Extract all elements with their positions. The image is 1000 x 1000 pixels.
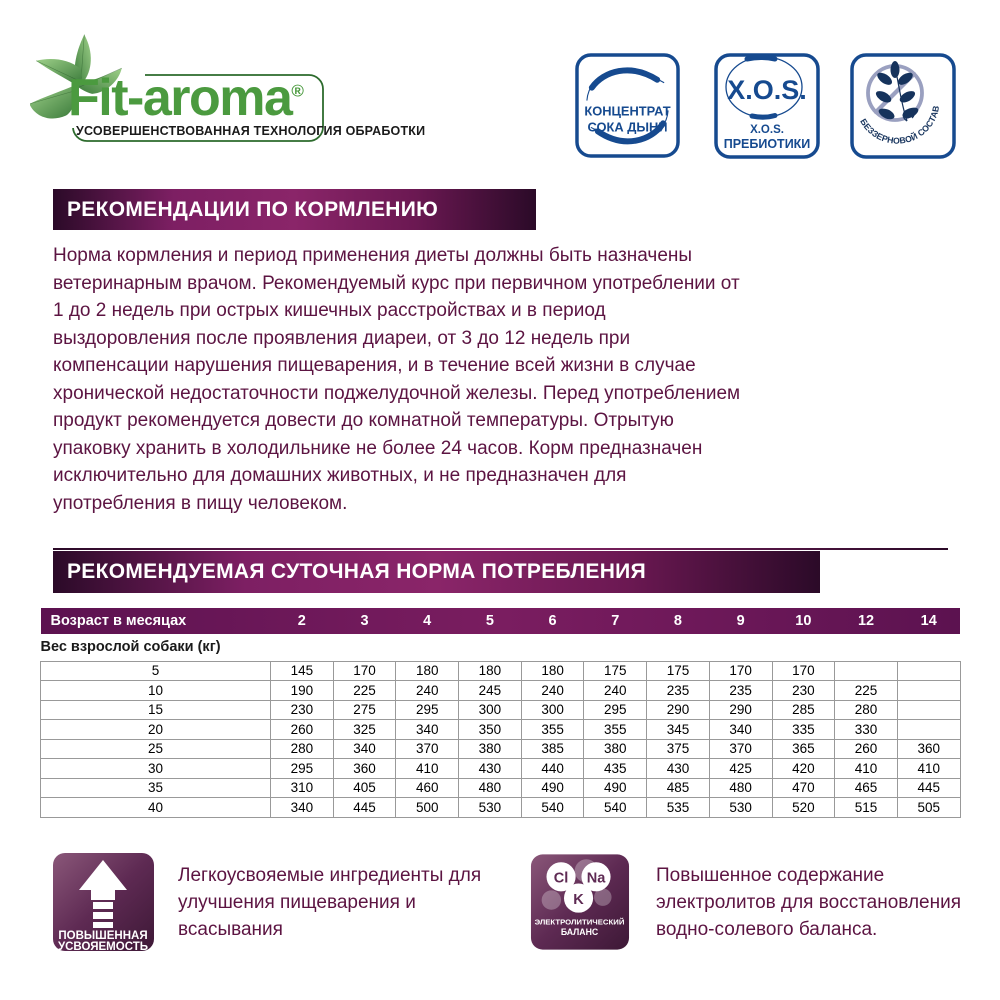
- svg-text:Na: Na: [587, 871, 607, 887]
- svg-text:X.O.S.: X.O.S.: [727, 75, 807, 105]
- svg-text:СОКА ДЫНИ: СОКА ДЫНИ: [588, 119, 668, 134]
- svg-text:Cl: Cl: [554, 871, 569, 887]
- svg-text:БАЛАНС: БАЛАНС: [561, 927, 599, 937]
- svg-text:ЭЛЕКТРОЛИТИЧЕСКИЙ: ЭЛЕКТРОЛИТИЧЕСКИЙ: [535, 917, 625, 926]
- svg-text:X.O.S.: X.O.S.: [750, 124, 784, 136]
- svg-text:УСВОЯЕМОСТЬ: УСВОЯЕМОСТЬ: [58, 941, 148, 952]
- svg-text:K: K: [573, 892, 584, 908]
- svg-text:БЕЗЗЕРНОВОЙ СОСТАВ: БЕЗЗЕРНОВОЙ СОСТАВ: [858, 105, 941, 146]
- svg-text:КОНЦЕНТРАТ: КОНЦЕНТРАТ: [584, 103, 670, 118]
- svg-text:ПРЕБИОТИКИ: ПРЕБИОТИКИ: [724, 137, 811, 151]
